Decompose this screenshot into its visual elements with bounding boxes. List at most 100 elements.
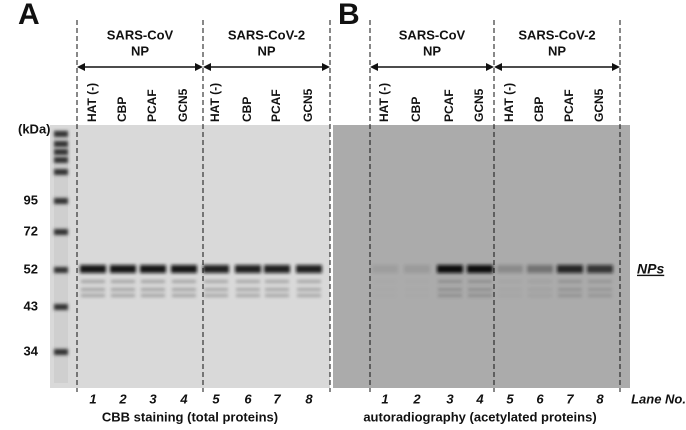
minor-band <box>498 294 522 297</box>
minor-band <box>558 294 582 297</box>
minor-band <box>558 288 582 291</box>
minor-band <box>236 294 260 297</box>
band <box>587 265 613 273</box>
band <box>527 265 553 273</box>
group-sub: NP <box>131 43 149 58</box>
minor-band <box>558 280 582 283</box>
lane-number: 5 <box>506 391 514 406</box>
minor-band <box>297 280 321 283</box>
arrow-head <box>486 63 494 71</box>
lane-number: 4 <box>179 391 188 406</box>
band <box>203 265 229 273</box>
minor-band <box>265 288 289 291</box>
band <box>296 265 322 273</box>
lane-label: GCN5 <box>301 88 315 122</box>
gel <box>333 125 630 388</box>
minor-band <box>265 294 289 297</box>
group-name: SARS-CoV-2 <box>518 27 595 42</box>
gel <box>50 125 330 388</box>
minor-band <box>373 280 397 283</box>
band <box>235 265 261 273</box>
minor-band <box>172 280 196 283</box>
minor-band <box>204 294 228 297</box>
caption: autoradiography (acetylated proteins) <box>363 409 596 424</box>
lane-label: CBP <box>115 97 129 122</box>
minor-band <box>405 294 429 297</box>
lane-label: PCAF <box>269 89 283 122</box>
lane-label: GCN5 <box>592 88 606 122</box>
lane-number: 8 <box>596 391 604 406</box>
band <box>437 265 463 273</box>
minor-band <box>297 294 321 297</box>
minor-band <box>204 288 228 291</box>
lane-label: CBP <box>409 97 423 122</box>
arrow-head <box>195 63 203 71</box>
minor-band <box>405 280 429 283</box>
minor-band <box>528 294 552 297</box>
lane-number: 2 <box>118 391 127 406</box>
group-sub: NP <box>548 43 566 58</box>
minor-band <box>111 288 135 291</box>
band <box>140 265 166 273</box>
minor-band <box>111 294 135 297</box>
group-name: SARS-CoV-2 <box>228 27 305 42</box>
lane-number: 7 <box>273 391 281 406</box>
lane-label: HAT (-) <box>85 83 99 122</box>
lane-label: CBP <box>532 97 546 122</box>
minor-band <box>373 294 397 297</box>
arrow-head <box>77 63 85 71</box>
minor-band <box>438 294 462 297</box>
minor-band <box>172 294 196 297</box>
group-sub: NP <box>257 43 275 58</box>
lane-label: HAT (-) <box>502 83 516 122</box>
minor-band <box>588 288 612 291</box>
lane-label: PCAF <box>562 89 576 122</box>
marker-label: 95 <box>24 192 38 207</box>
arrow-head <box>494 63 502 71</box>
minor-band <box>81 294 105 297</box>
minor-band <box>468 288 492 291</box>
minor-band <box>468 280 492 283</box>
band <box>264 265 290 273</box>
minor-band <box>438 280 462 283</box>
marker-unit: (kDa) <box>18 121 51 136</box>
arrow-head <box>203 63 211 71</box>
marker-band <box>54 131 68 137</box>
arrow-head <box>612 63 620 71</box>
marker-band <box>54 157 68 163</box>
minor-band <box>172 288 196 291</box>
panel-letter: B <box>338 0 360 31</box>
band <box>80 265 106 273</box>
marker-label: 43 <box>24 298 38 313</box>
lane-label: HAT (-) <box>377 83 391 122</box>
lane-number: 4 <box>475 391 484 406</box>
lane-number: 3 <box>446 391 454 406</box>
marker-label: 72 <box>24 223 38 238</box>
lane-label: PCAF <box>145 89 159 122</box>
band <box>404 265 430 273</box>
minor-band <box>81 280 105 283</box>
lane-axis-label: Lane No. <box>631 391 686 406</box>
minor-band <box>141 288 165 291</box>
lane-number: 5 <box>212 391 220 406</box>
lane-label: PCAF <box>442 89 456 122</box>
minor-band <box>528 280 552 283</box>
caption: CBB staining (total proteins) <box>102 409 278 424</box>
lane-number: 1 <box>89 391 96 406</box>
lane-label: HAT (-) <box>208 83 222 122</box>
lane-label: CBP <box>240 97 254 122</box>
minor-band <box>265 280 289 283</box>
marker-label: 52 <box>24 261 38 276</box>
minor-band <box>141 280 165 283</box>
minor-band <box>438 288 462 291</box>
minor-band <box>81 288 105 291</box>
arrow-head <box>370 63 378 71</box>
lane-number: 6 <box>244 391 252 406</box>
lane-number: 3 <box>149 391 157 406</box>
lane-number: 2 <box>412 391 421 406</box>
minor-band <box>405 288 429 291</box>
marker-band <box>54 169 68 175</box>
marker-band <box>54 141 68 147</box>
band-label: NPs <box>637 261 664 277</box>
